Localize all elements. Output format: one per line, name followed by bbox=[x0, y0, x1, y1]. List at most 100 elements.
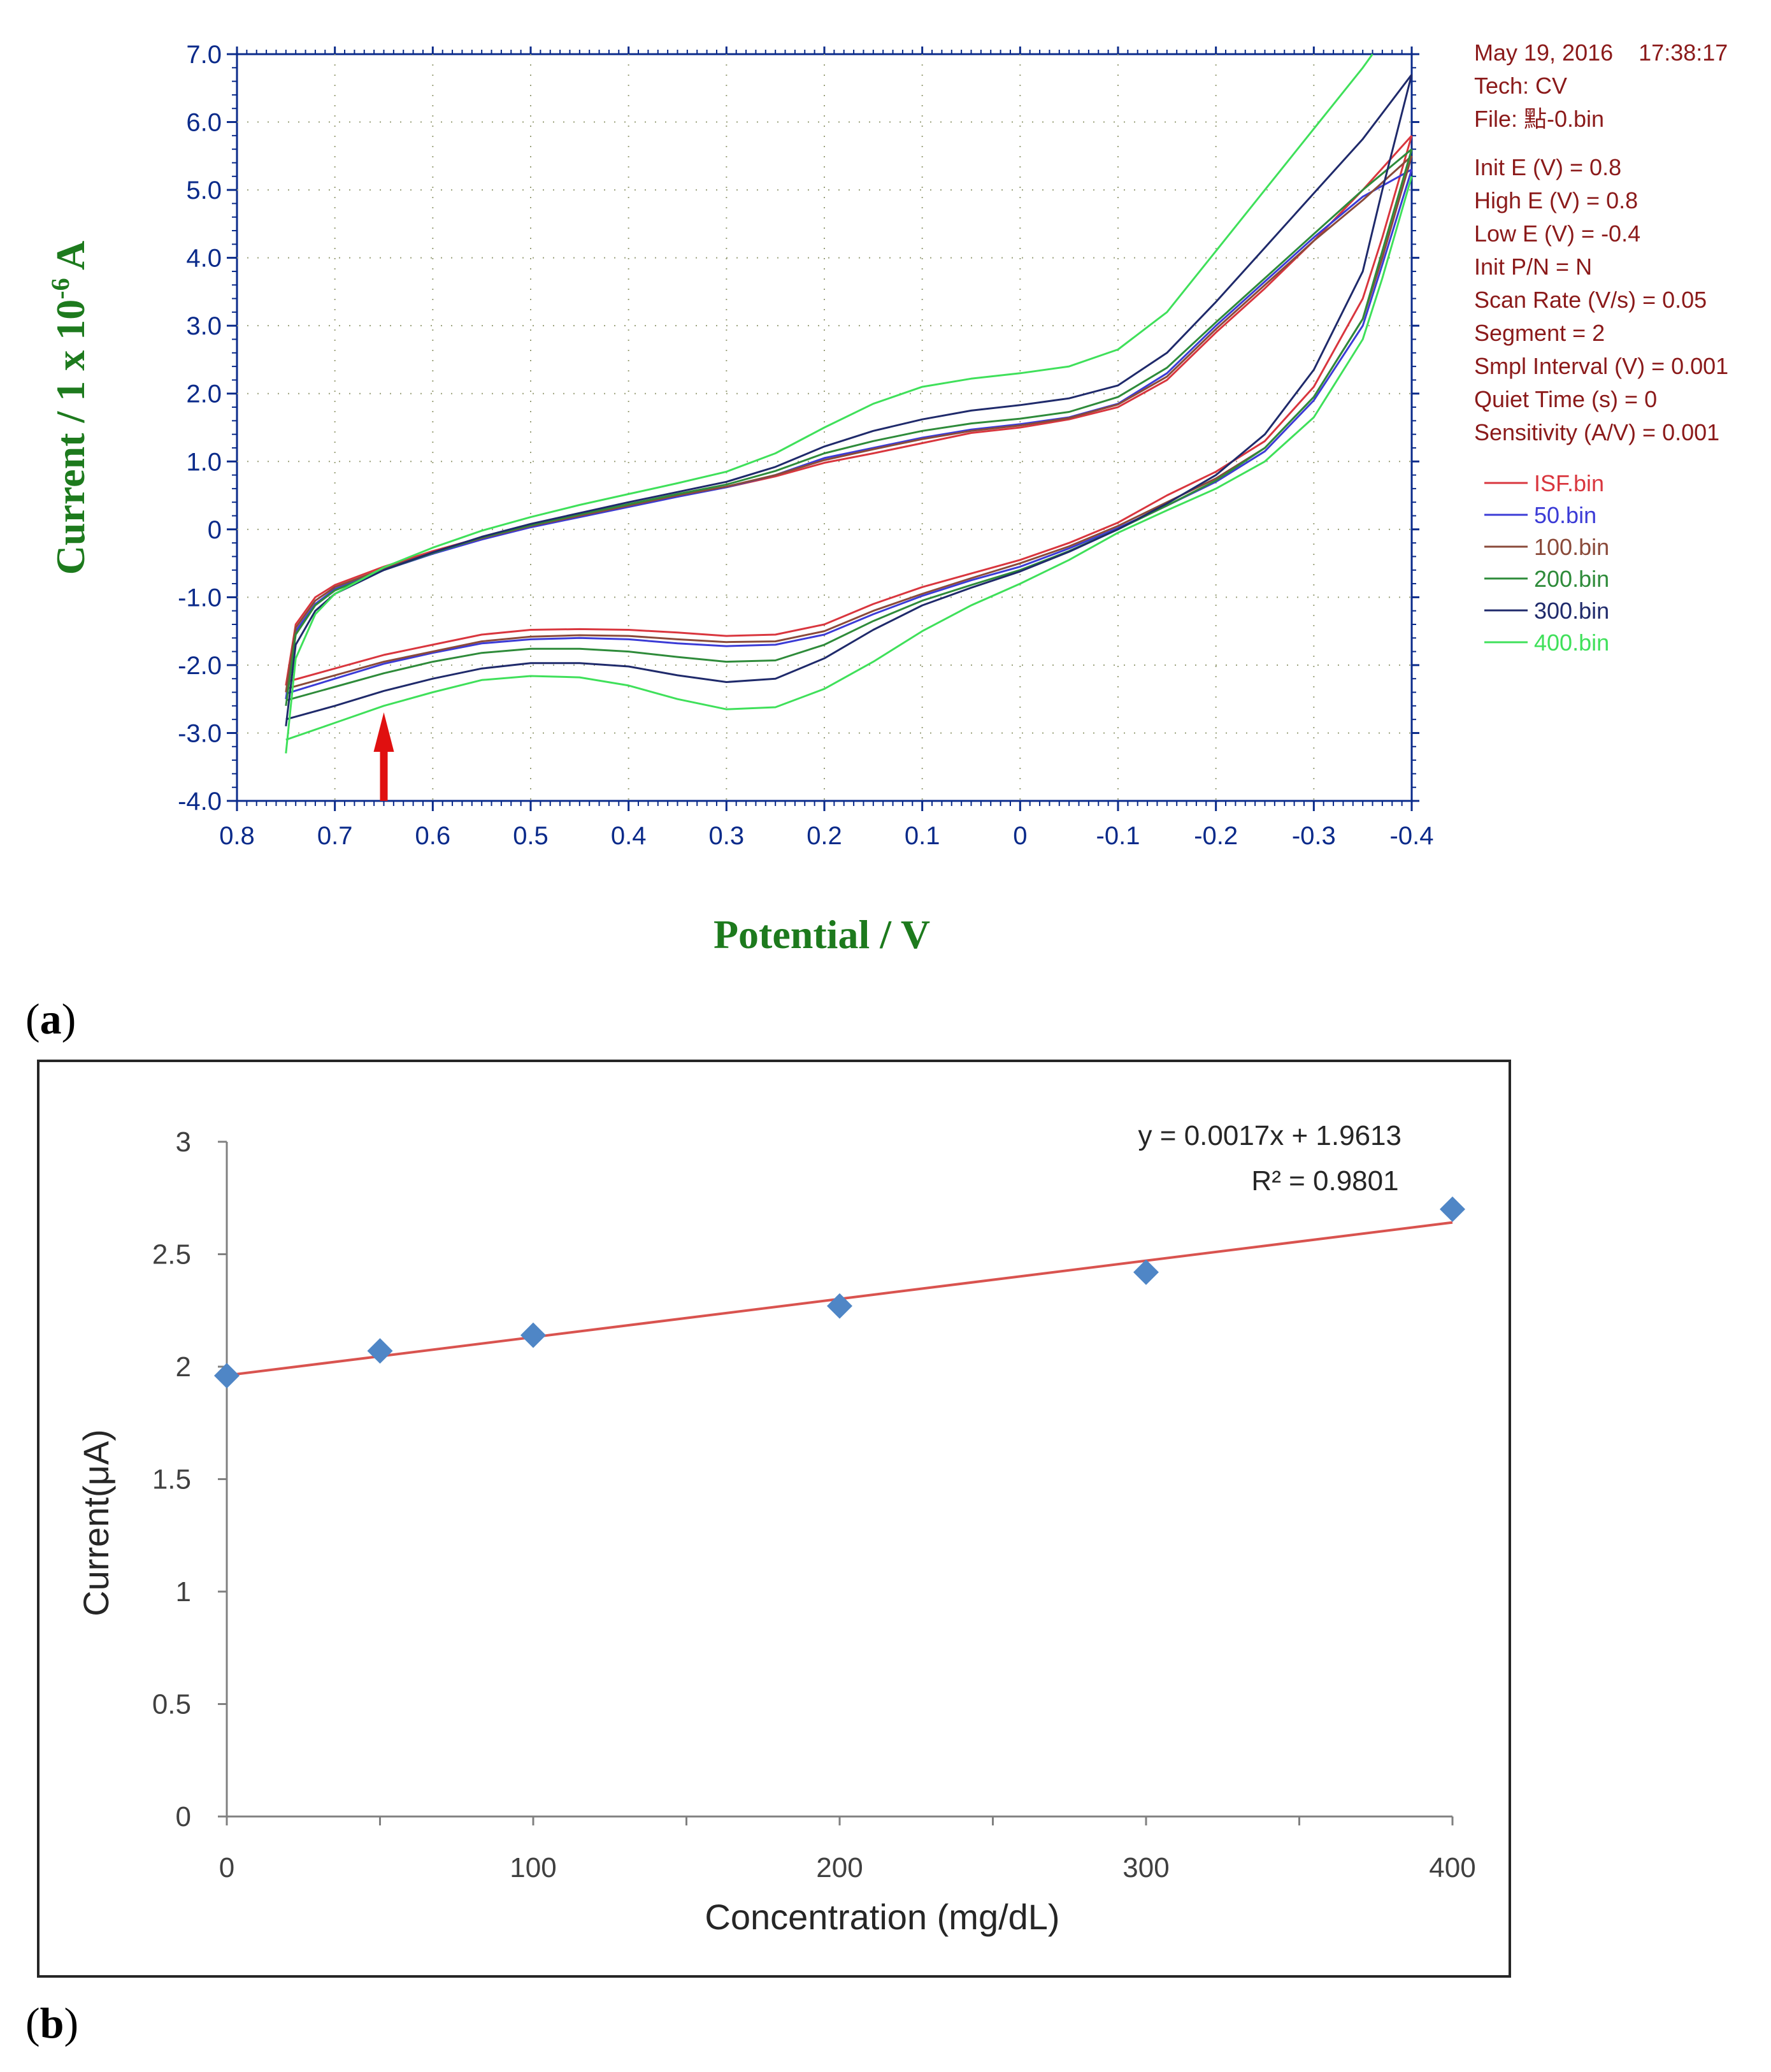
panel-a-y-axis-title-main: Current / 1 x 10 bbox=[48, 299, 93, 575]
data-point-diamond bbox=[1133, 1259, 1159, 1285]
panel-b-label-open: ( bbox=[25, 1999, 40, 2047]
b-y-tick-label: 2.5 bbox=[152, 1239, 191, 1270]
panel-a-series-group bbox=[285, 54, 1413, 754]
b-y-tick-label: 0 bbox=[176, 1801, 191, 1832]
a-y-tick-label: 3.0 bbox=[186, 312, 222, 340]
a-y-tick-label: 6.0 bbox=[186, 109, 222, 137]
b-x-tick-label: 100 bbox=[510, 1852, 556, 1883]
a-y-tick-label: 5.0 bbox=[186, 176, 222, 205]
cv-curve-4-reverse bbox=[285, 74, 1413, 721]
panel-a-y-axis-title-exponent: -6 bbox=[46, 278, 75, 299]
a-y-tick-label: 7.0 bbox=[186, 41, 222, 69]
b-x-tick-label: 400 bbox=[1429, 1852, 1475, 1883]
data-point-diamond bbox=[214, 1363, 240, 1389]
panel-a-legend: ISF.bin 50.bin 100.bin 200.bin 300.bin 400.bi… bbox=[1484, 470, 1609, 656]
b-y-tick-label: 1 bbox=[176, 1576, 191, 1608]
cv-curve-0-reverse bbox=[285, 135, 1413, 683]
cv-curve-5-forward bbox=[285, 54, 1373, 754]
legend-label: ISF.bin bbox=[1534, 470, 1604, 496]
info-param-line: High E (V) = 0.8 bbox=[1474, 187, 1638, 213]
b-y-tick-label: 3 bbox=[176, 1126, 191, 1158]
info-param-line: Smpl Interval (V) = 0.001 bbox=[1474, 353, 1728, 379]
a-y-tick-label: -4.0 bbox=[178, 788, 222, 816]
panel-a-label-open: ( bbox=[25, 995, 40, 1043]
info-param-line: Init P/N = N bbox=[1474, 254, 1592, 280]
a-x-tick-label: 0.8 bbox=[219, 822, 255, 850]
a-y-tick-label: 0 bbox=[208, 516, 222, 544]
panel-b-points-group bbox=[214, 1196, 1465, 1389]
panel-a-x-axis-title: Potential / V bbox=[713, 912, 930, 957]
cv-curve-4-forward bbox=[285, 74, 1413, 726]
panel-b-label-close: ) bbox=[64, 1999, 78, 2047]
data-point-diamond bbox=[520, 1322, 546, 1348]
info-param-line: Segment = 2 bbox=[1474, 320, 1605, 346]
panel-a-info-block: May 19, 2016 17:38:17 Tech: CV File: 點-0… bbox=[1474, 40, 1728, 445]
a-x-tick-label: 0.4 bbox=[611, 822, 647, 850]
info-param-line: Low E (V) = -0.4 bbox=[1474, 220, 1640, 247]
info-file: File: 點-0.bin bbox=[1474, 106, 1604, 132]
panel-a-label-letter: a bbox=[40, 995, 62, 1043]
info-tech: Tech: CV bbox=[1474, 73, 1567, 99]
data-point-diamond bbox=[1440, 1196, 1465, 1222]
b-x-tick-label: 0 bbox=[219, 1852, 234, 1883]
panel-a-minor-ticks bbox=[227, 47, 1419, 811]
a-x-tick-label: -0.4 bbox=[1390, 822, 1434, 850]
info-param-line: Sensitivity (A/V) = 0.001 bbox=[1474, 419, 1719, 445]
info-param-line: Init E (V) = 0.8 bbox=[1474, 154, 1621, 180]
a-y-tick-label: -2.0 bbox=[178, 652, 222, 680]
trendline-equation: y = 0.0017x + 1.9613 bbox=[1138, 1120, 1402, 1151]
info-param-line: Scan Rate (V/s) = 0.05 bbox=[1474, 287, 1707, 313]
b-y-tick-label: 0.5 bbox=[152, 1689, 191, 1720]
a-y-tick-label: 1.0 bbox=[186, 448, 222, 476]
panel-a-cv-chart: 0.8 0.7 0.6 0.5 0.4 0.3 0.2 0.1 0 -0.1 -0.2 -0.3 -0.… bbox=[25, 40, 1728, 1043]
legend-label: 300.bin bbox=[1534, 598, 1609, 624]
panel-b-frame bbox=[37, 1060, 1511, 1978]
panel-a-y-axis-title: Current / 1 x 10-6 A bbox=[46, 241, 93, 575]
a-x-tick-label: 0.7 bbox=[317, 822, 353, 850]
b-y-tick-label: 2 bbox=[176, 1351, 191, 1383]
legend-label: 400.bin bbox=[1534, 630, 1609, 656]
a-y-tick-label: -1.0 bbox=[178, 584, 222, 612]
panel-b-y-axis-title: Current(μA) bbox=[76, 1429, 116, 1616]
a-x-tick-label: 0.2 bbox=[807, 822, 842, 850]
panel-a-x-tick-labels: 0.8 0.7 0.6 0.5 0.4 0.3 0.2 0.1 0 -0.1 -0.2 -0.3 -0.… bbox=[219, 822, 1433, 850]
legend-label: 100.bin bbox=[1534, 534, 1609, 560]
panel-a-label: (a) bbox=[25, 995, 76, 1043]
panel-b-x-tick-labels: 0 100 200 300 400 bbox=[219, 1852, 1476, 1883]
data-point-diamond bbox=[827, 1293, 852, 1319]
panel-b-x-axis-title: Concentration (mg/dL) bbox=[705, 1897, 1059, 1937]
b-x-tick-label: 200 bbox=[816, 1852, 863, 1883]
cv-curve-2-forward bbox=[285, 155, 1413, 693]
a-y-tick-label: 4.0 bbox=[186, 245, 222, 273]
a-x-tick-label: -0.3 bbox=[1292, 822, 1336, 850]
a-x-tick-label: 0 bbox=[1013, 822, 1027, 850]
a-x-tick-label: 0.1 bbox=[905, 822, 940, 850]
b-x-tick-label: 300 bbox=[1122, 1852, 1169, 1883]
a-x-tick-label: 0.5 bbox=[513, 822, 549, 850]
a-x-tick-label: -0.1 bbox=[1096, 822, 1140, 850]
panel-b-y-tick-labels: 0 0.5 1 1.5 2 2.5 3 bbox=[152, 1126, 191, 1832]
a-x-tick-label: 0.3 bbox=[709, 822, 745, 850]
panel-b-axes bbox=[218, 1140, 1454, 1825]
info-param-line: Quiet Time (s) = 0 bbox=[1474, 386, 1657, 412]
a-y-tick-label: 2.0 bbox=[186, 380, 222, 408]
a-x-tick-label: 0.6 bbox=[415, 822, 451, 850]
red-arrow-icon bbox=[373, 712, 394, 801]
panel-b-label: (b) bbox=[25, 1999, 78, 2047]
panel-b-label-letter: b bbox=[40, 1999, 64, 2047]
info-params-list: Init E (V) = 0.8 High E (V) = 0.8 Low E (V… bbox=[1474, 154, 1728, 445]
panel-a-label-close: ) bbox=[62, 995, 76, 1043]
a-y-tick-label: -3.0 bbox=[178, 719, 222, 747]
cv-curve-1-reverse bbox=[285, 169, 1413, 695]
legend-label: 50.bin bbox=[1534, 502, 1596, 528]
arrow-head bbox=[373, 712, 394, 752]
info-date-line: May 19, 2016 17:38:17 bbox=[1474, 40, 1728, 66]
panel-a-y-tick-labels: 7.0 6.0 5.0 4.0 3.0 2.0 1.0 0 -1.0 -2.0 -3.0 -4.0 bbox=[178, 41, 222, 816]
panel-b-calibration-chart: 0 100 200 300 400 0 0.5 1 1.5 2 2.5 3 y = 0.0017x … bbox=[25, 1060, 1511, 2047]
arrow-shaft bbox=[380, 745, 388, 801]
r-squared-label: R² = 0.9801 bbox=[1251, 1165, 1398, 1197]
a-x-tick-label: -0.2 bbox=[1194, 822, 1238, 850]
data-point-diamond bbox=[367, 1338, 393, 1364]
cv-curve-5-reverse bbox=[285, 176, 1413, 741]
